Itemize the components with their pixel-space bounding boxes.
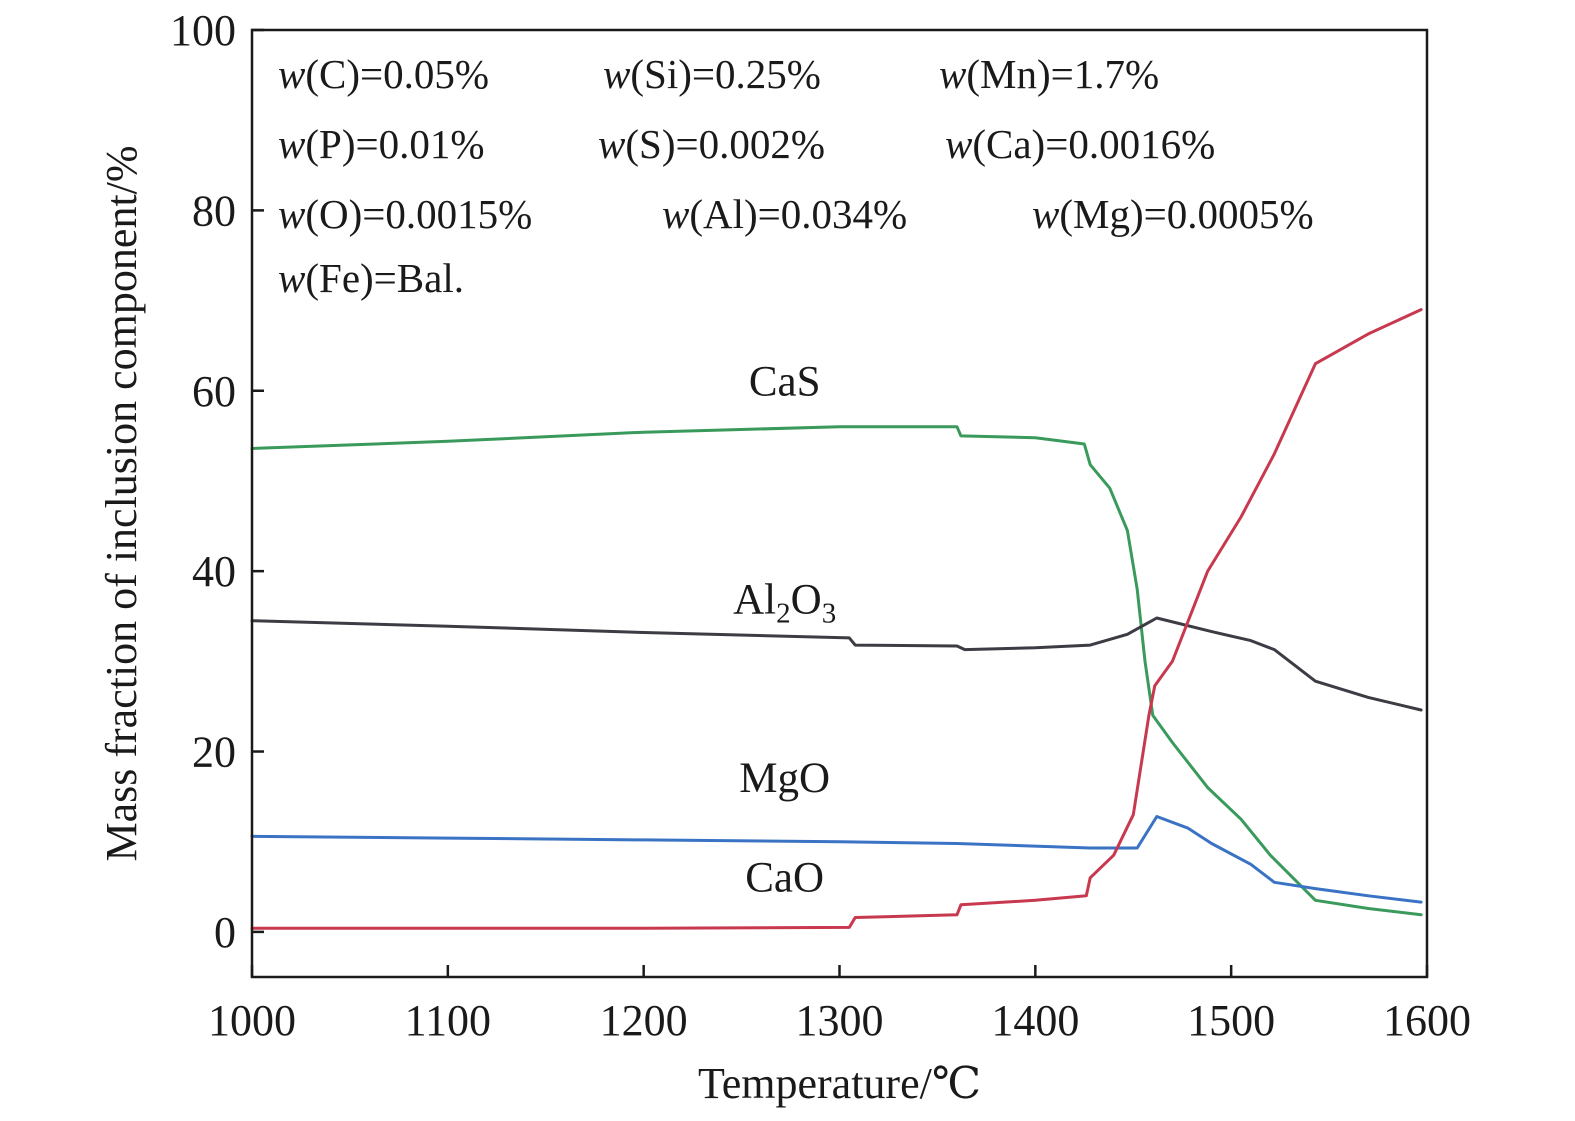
composition-item: w(P)=0.01% xyxy=(278,121,485,167)
composition-item: w(Mn)=1.7% xyxy=(939,51,1159,97)
composition-item: w(Si)=0.25% xyxy=(603,51,821,97)
series-line-3 xyxy=(250,308,1423,930)
x-tick-label: 1600 xyxy=(1383,996,1471,1045)
series-label-2: MgO xyxy=(739,755,830,802)
composition-item: w(O)=0.0015% xyxy=(278,191,532,237)
composition-item: w(Al)=0.034% xyxy=(662,191,907,237)
y-tick-label: 40 xyxy=(192,547,236,596)
y-tick-label: 80 xyxy=(192,186,236,235)
y-tick-label: 60 xyxy=(192,367,236,416)
composition-item: w(Mg)=0.0005% xyxy=(1032,191,1314,237)
y-tick-label: 20 xyxy=(192,728,236,777)
composition-item: w(C)=0.05% xyxy=(278,51,489,97)
series-lines xyxy=(250,308,1423,930)
x-tick-label: 1100 xyxy=(405,996,491,1045)
x-tick-label: 1500 xyxy=(1187,996,1275,1045)
x-tick-label: 1300 xyxy=(796,996,884,1045)
series-line-2 xyxy=(250,815,1423,904)
x-tick-label: 1400 xyxy=(991,996,1079,1045)
plot-frame xyxy=(250,28,1429,979)
x-tick-label: 1000 xyxy=(208,996,296,1045)
series-labels: CaS Al2O3 MgO CaO xyxy=(733,358,836,901)
composition-item: w(S)=0.002% xyxy=(598,121,825,167)
y-axis-title: Mass fraction of inclusion component/% xyxy=(97,145,146,861)
axis-ticks: 1000 1100 1200 1300 1400 1500 1600 0 20 40 60 80 100 xyxy=(170,6,1471,1045)
x-axis-title: Temperature/℃ xyxy=(698,1059,981,1108)
series-label-0: CaS xyxy=(749,358,821,405)
y-tick-label: 0 xyxy=(214,908,236,957)
composition-annotation: w(C)=0.05% w(Si)=0.25% w(Mn)=1.7% w(P)=0.01… xyxy=(278,51,1314,301)
series-line-0 xyxy=(250,425,1423,917)
series-label-1: Al2O3 xyxy=(733,577,836,630)
composition-item: w(Ca)=0.0016% xyxy=(945,121,1215,167)
y-tick-label: 100 xyxy=(170,6,236,55)
x-tick-label: 1200 xyxy=(600,996,688,1045)
composition-item: w(Fe)=Bal. xyxy=(278,255,464,301)
series-label-3: CaO xyxy=(745,854,824,901)
series-line-1 xyxy=(250,616,1423,712)
